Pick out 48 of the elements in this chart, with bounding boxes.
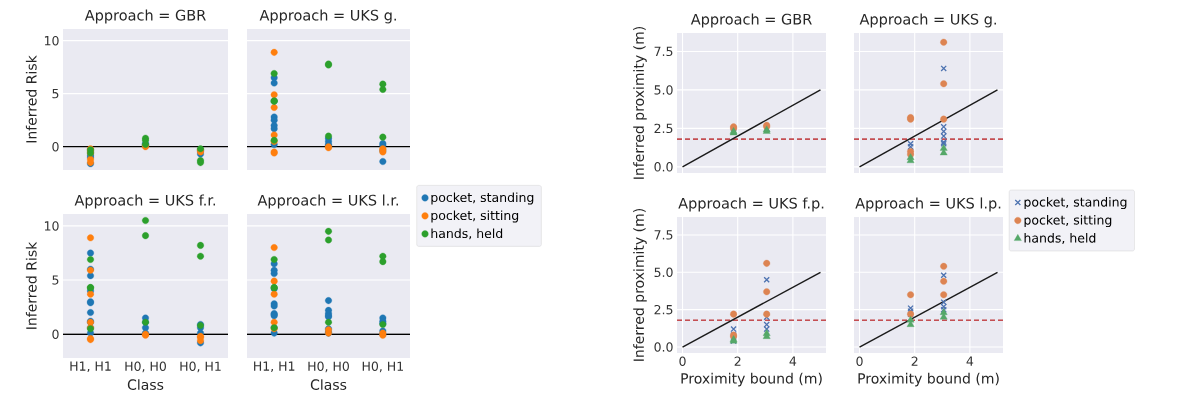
y-tick-label: 0: [52, 141, 59, 152]
chart-title: Approach = UKS f.p.: [678, 197, 824, 212]
chart-title: Approach = UKS l.r.: [257, 194, 398, 209]
x-axis-title: Proximity bound (m): [681, 372, 822, 387]
chart-title: Approach = UKS g.: [859, 13, 996, 28]
x-tick-label: 0: [856, 356, 863, 366]
y-tick-label: 2.5: [654, 304, 673, 315]
legend-label: pocket, standing: [1024, 197, 1127, 210]
x-tick-label: 2: [911, 356, 918, 366]
y-axis-title: Inferred Risk: [25, 55, 37, 143]
chart-title: Approach = GBR: [84, 9, 206, 24]
y-tick-label: 5: [52, 89, 59, 99]
chart-title: Approach = GBR: [690, 13, 812, 28]
x-tick-label: H1, H1: [254, 361, 295, 373]
y-tick-label: 0: [52, 329, 59, 339]
x-axis-title: Class: [127, 379, 164, 390]
y-tick-label: 5.0: [654, 267, 673, 278]
y-tick-label: 7.5: [654, 230, 673, 240]
y-tick-label: 2.5: [654, 123, 673, 134]
x-tick-label: H0, H0: [308, 361, 349, 373]
x-tick-label: H0, H1: [362, 361, 404, 373]
x-axis-title: Proximity bound (m): [858, 372, 999, 387]
y-axis-title: Inferred proximity (m): [633, 26, 647, 179]
x-tick-label: H1, H1: [70, 361, 111, 373]
y-tick-label: 0.0: [654, 162, 673, 172]
x-tick-label: 4: [789, 356, 797, 366]
x-tick-label: H0, H1: [180, 361, 221, 373]
chart-title: Approach = UKS f.r.: [74, 194, 216, 209]
x-tick-label: 2: [734, 356, 741, 366]
y-tick-label: 7.5: [654, 46, 673, 57]
y-tick-label: 5.0: [654, 85, 673, 95]
legend-label: pocket, sitting: [431, 210, 519, 223]
y-tick-label: 10: [44, 35, 59, 46]
chart-title: Approach = UKS l.p.: [855, 197, 1001, 212]
y-tick-label: 5: [52, 275, 59, 285]
y-axis-title: Inferred proximity (m): [633, 209, 647, 361]
legend-label: pocket, standing: [431, 192, 534, 205]
legend-label: hands, held: [1024, 232, 1096, 244]
legend-label: hands, held: [431, 228, 503, 240]
chart-title: Approach = UKS g.: [259, 9, 396, 24]
x-axis-title: Class: [310, 379, 347, 390]
x-tick-label: 0: [679, 356, 686, 366]
y-axis-title: Inferred Risk: [25, 241, 37, 329]
x-tick-label: H0, H0: [125, 361, 166, 373]
x-tick-label: 4: [966, 356, 974, 366]
y-tick-label: 0.0: [654, 342, 673, 352]
y-tick-label: 10: [44, 221, 59, 231]
legend-label: pocket, sitting: [1024, 215, 1112, 228]
